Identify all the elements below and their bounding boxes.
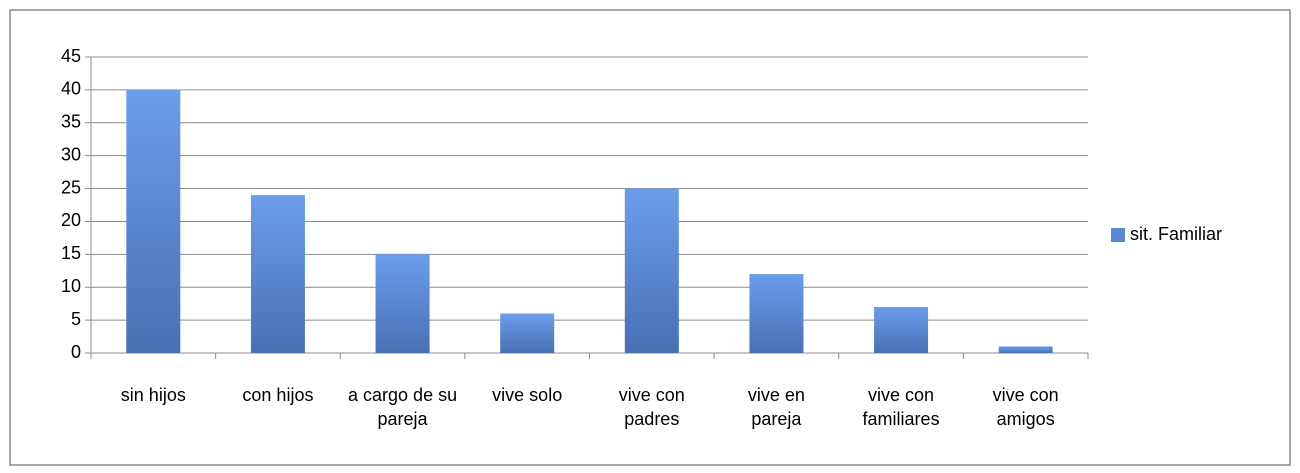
x-tick-label: vive solo [492, 385, 563, 405]
y-tick-label: 20 [61, 210, 81, 230]
bar [500, 313, 555, 353]
y-tick-label: 15 [61, 243, 81, 263]
bar [624, 188, 679, 353]
bar [749, 274, 804, 353]
bar [998, 346, 1053, 353]
y-tick-label: 35 [61, 112, 81, 132]
y-tick-label: 0 [71, 342, 81, 362]
x-tick-label: vive en pareja [747, 385, 805, 429]
x-tick-label: vive con padres [618, 385, 685, 429]
x-tick-label: con hijos [242, 385, 314, 405]
bar [250, 195, 305, 353]
x-tick-label: a cargo de su pareja [348, 385, 458, 429]
x-tick-label: vive con amigos [992, 385, 1059, 429]
y-tick-label: 40 [61, 79, 81, 99]
y-tick-label: 25 [61, 177, 81, 197]
bar [874, 306, 929, 353]
y-tick-label: 10 [61, 276, 81, 296]
x-tick-label: sin hijos [120, 385, 186, 405]
y-tick-label: 5 [71, 309, 81, 329]
x-tick-label: vive con familiares [862, 385, 940, 429]
legend-swatch [1111, 228, 1125, 242]
bar [375, 254, 430, 353]
y-tick-label: 30 [61, 144, 81, 164]
y-tick-label: 45 [61, 46, 81, 66]
legend-label: sit. Familiar [1130, 224, 1222, 244]
bar [126, 89, 181, 353]
